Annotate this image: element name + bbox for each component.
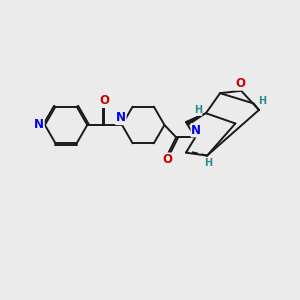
Text: H: H (205, 158, 213, 168)
Text: H: H (258, 95, 266, 106)
Text: O: O (99, 94, 110, 107)
Text: N: N (116, 111, 126, 124)
Text: H: H (194, 105, 202, 115)
Text: O: O (235, 77, 245, 90)
Text: O: O (162, 153, 172, 166)
Text: N: N (191, 124, 201, 137)
Text: N: N (34, 118, 44, 131)
Polygon shape (187, 113, 206, 125)
